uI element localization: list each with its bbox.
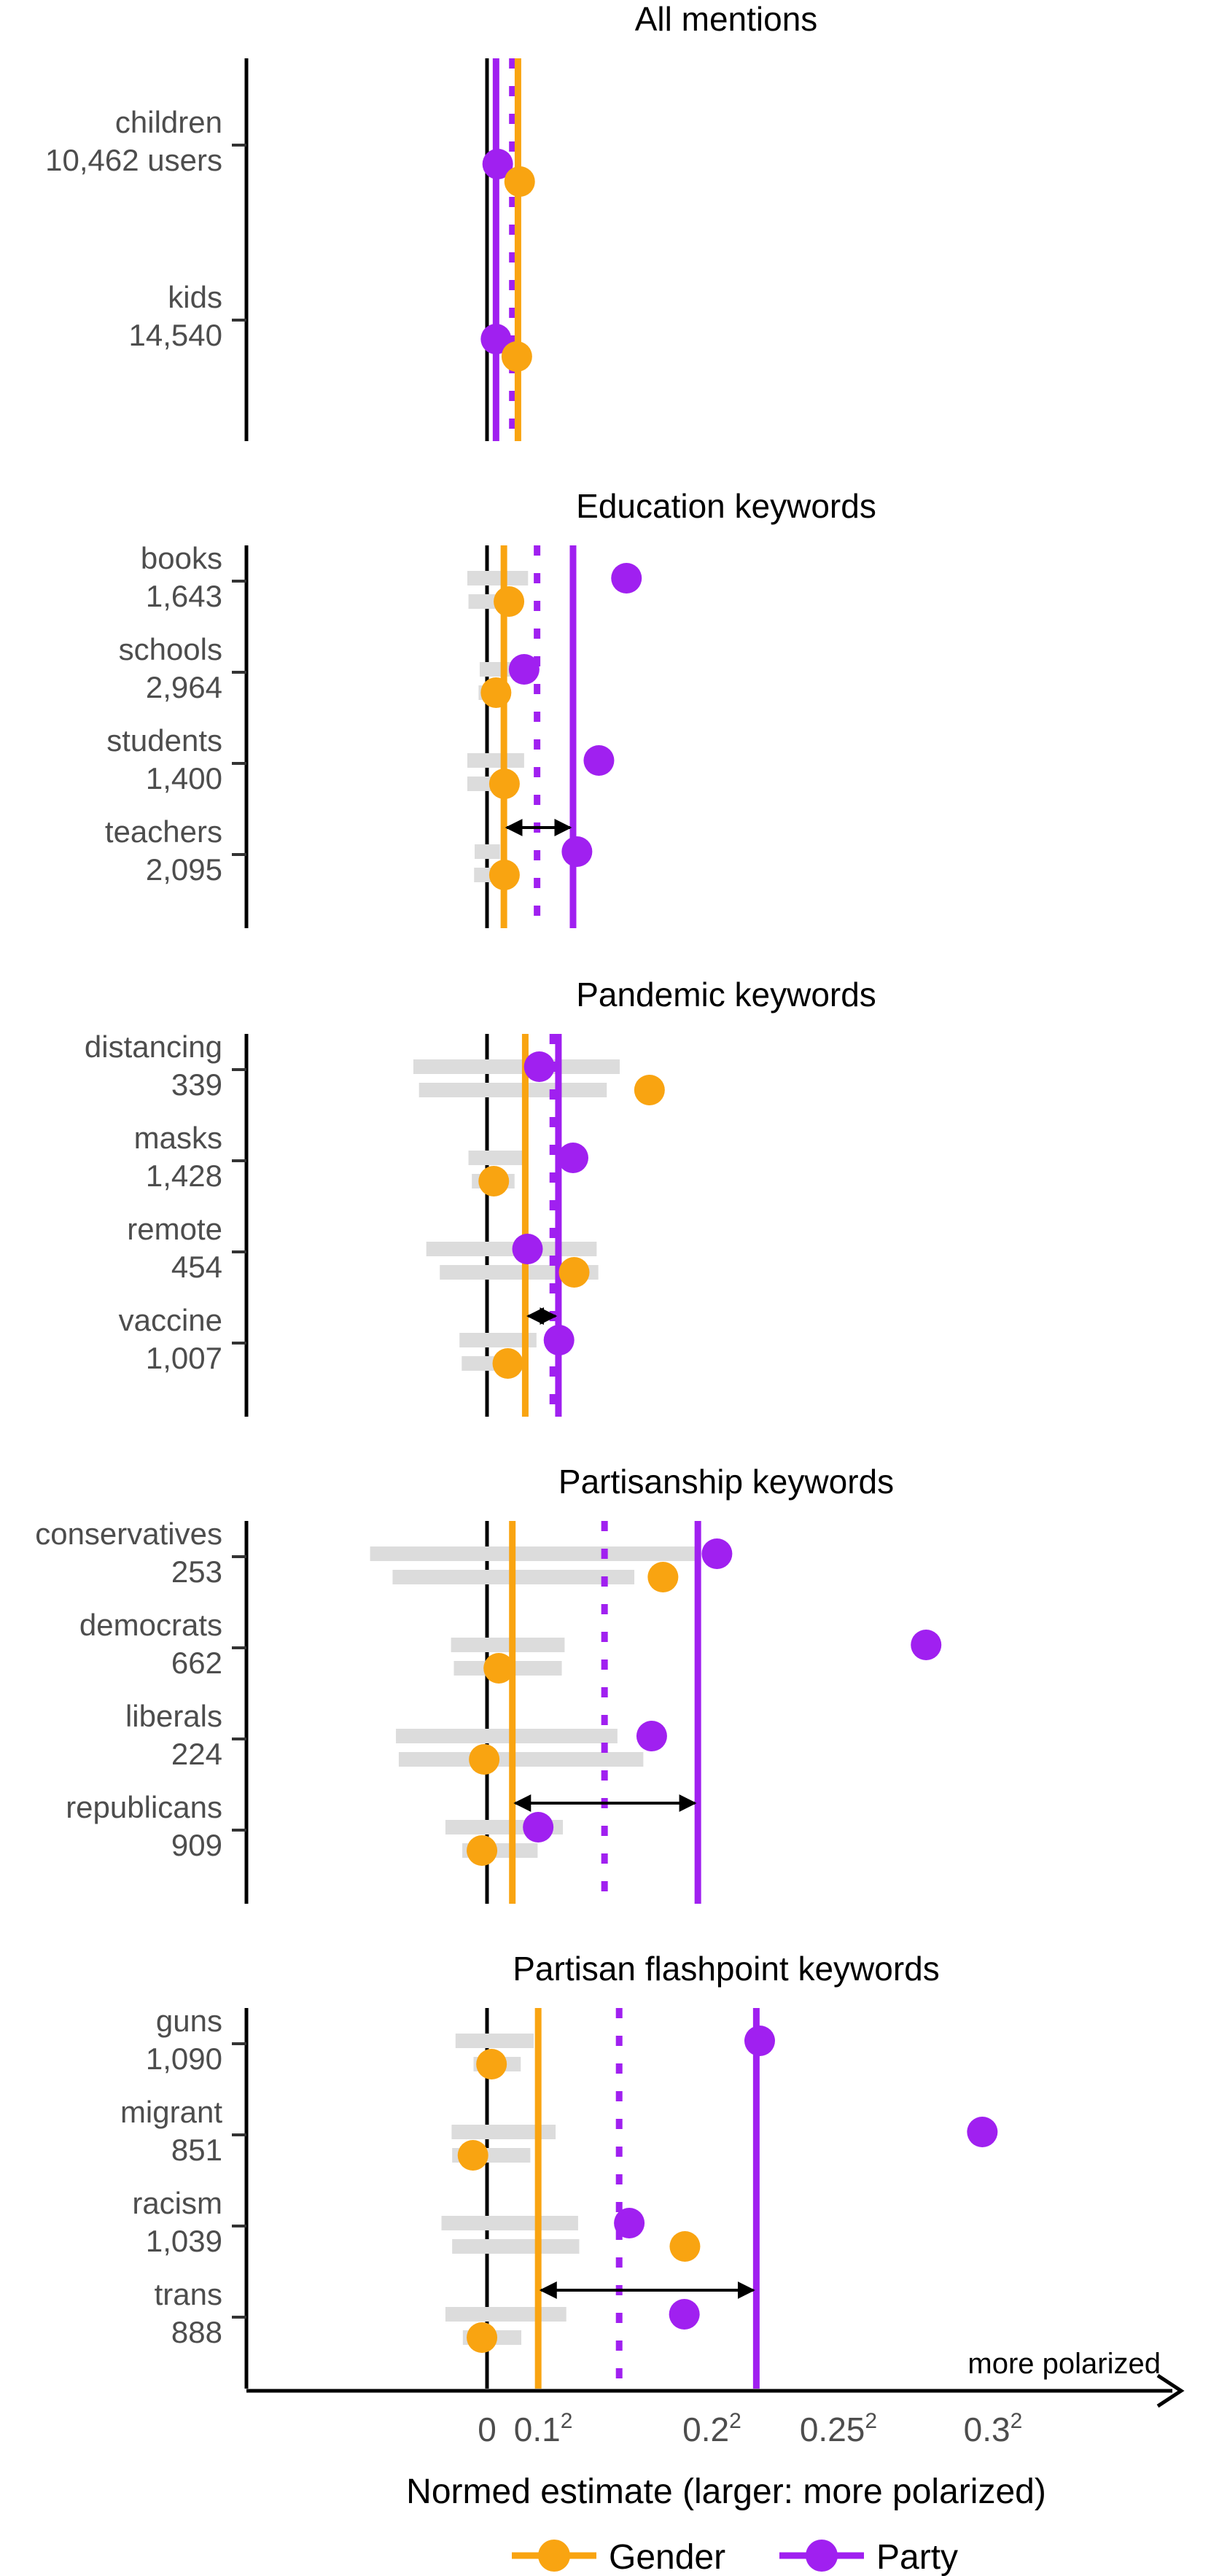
gender-point	[492, 1348, 523, 1379]
row-count: 253	[171, 1554, 222, 1589]
panel-title: Partisan flashpoint keywords	[513, 1950, 940, 1988]
legend-party-label: Party	[876, 2538, 958, 2576]
gender-point	[467, 2322, 498, 2353]
x-tick-label: 0	[478, 2410, 497, 2448]
row-count: 224	[171, 1737, 222, 1771]
row-count: 851	[171, 2133, 222, 2167]
party-point	[911, 1630, 942, 1660]
row-count: 1,090	[146, 2042, 222, 2076]
party-point	[523, 1812, 554, 1842]
row-label: teachers	[105, 814, 222, 849]
legend-gender-point	[538, 2540, 570, 2572]
panel-title: Pandemic keywords	[576, 976, 876, 1013]
gender-point	[501, 341, 532, 372]
party-point	[512, 1234, 543, 1264]
gender-point	[457, 2140, 488, 2171]
party-point	[636, 1721, 667, 1751]
row-count: 1,007	[146, 1341, 222, 1375]
gender-point	[483, 1653, 515, 1684]
row-label: children	[115, 105, 222, 139]
gender-point	[647, 1562, 679, 1592]
panel-title: Education keywords	[576, 487, 876, 525]
party-point	[967, 2117, 998, 2147]
row-count: 2,964	[146, 670, 222, 704]
party-point	[611, 563, 642, 594]
row-count: 2,095	[146, 852, 222, 887]
row-label: books	[141, 541, 222, 575]
row-label: kids	[168, 280, 222, 314]
row-label: students	[106, 723, 222, 758]
gender-point	[488, 768, 520, 799]
row-label: migrant	[120, 2095, 222, 2129]
party-point	[614, 2208, 645, 2238]
row-label: liberals	[125, 1699, 222, 1733]
row-count: 10,462 users	[45, 143, 222, 177]
gender-point	[494, 586, 525, 617]
party-point	[482, 149, 513, 179]
gender-point	[634, 1075, 665, 1105]
row-count: 454	[171, 1250, 222, 1284]
gender-point	[669, 2231, 701, 2262]
party-point	[543, 1325, 575, 1355]
party-point	[669, 2299, 700, 2330]
x-tick-superscript: 2	[865, 2409, 877, 2433]
x-tick-superscript: 2	[729, 2409, 741, 2433]
gender-point	[467, 1835, 498, 1866]
gender-point	[469, 1744, 500, 1775]
row-label: guns	[156, 2004, 222, 2038]
party-point	[480, 324, 512, 354]
x-axis-arrowhead	[1156, 2373, 1185, 2408]
row-count: 888	[171, 2315, 222, 2349]
row-count: 1,643	[146, 579, 222, 613]
x-tick-label: 0.12	[514, 2409, 573, 2448]
x-tick-superscript: 2	[1011, 2409, 1023, 2433]
gender-point	[488, 860, 520, 890]
row-count: 1,428	[146, 1159, 222, 1193]
gender-point	[478, 1166, 510, 1196]
row-count: 339	[171, 1067, 222, 1102]
legend-gender-label: Gender	[609, 2538, 725, 2576]
x-tick-label: 0.32	[964, 2409, 1023, 2448]
party-point	[523, 1051, 555, 1082]
row-count: 662	[171, 1646, 222, 1680]
x-tick-superscript: 2	[561, 2409, 573, 2433]
x-axis-title: Normed estimate (larger: more polarized)	[406, 2472, 1046, 2511]
party-point	[583, 745, 615, 776]
legend-party-point	[806, 2540, 838, 2572]
row-label: masks	[134, 1121, 222, 1155]
x-tick-label: 0.252	[800, 2409, 877, 2448]
row-label: democrats	[79, 1608, 222, 1642]
party-point	[557, 1143, 588, 1173]
x-tick-label: 0.22	[682, 2409, 741, 2448]
gender-point	[504, 166, 535, 197]
more-polarized-note: more polarized	[967, 2348, 1161, 2380]
gender-point	[476, 2049, 507, 2079]
party-point	[561, 836, 593, 867]
row-label: vaccine	[119, 1303, 222, 1337]
row-label: republicans	[66, 1790, 222, 1824]
row-label: conservatives	[35, 1517, 222, 1551]
row-label: remote	[127, 1212, 222, 1246]
panel-title: All mentions	[635, 0, 818, 38]
row-count: 1,400	[146, 761, 222, 795]
row-label: racism	[132, 2186, 222, 2220]
row-label: schools	[119, 632, 222, 666]
party-point	[508, 654, 540, 685]
panel-title: Partisanship keywords	[558, 1463, 894, 1501]
row-count: 14,540	[129, 318, 222, 352]
row-count: 1,039	[146, 2224, 222, 2258]
gender-point	[558, 1257, 590, 1288]
row-label: trans	[155, 2277, 222, 2311]
row-count: 909	[171, 1828, 222, 1862]
row-label: distancing	[85, 1030, 222, 1064]
party-point	[744, 2026, 775, 2056]
gender-point	[480, 677, 512, 708]
party-point	[701, 1538, 733, 1569]
